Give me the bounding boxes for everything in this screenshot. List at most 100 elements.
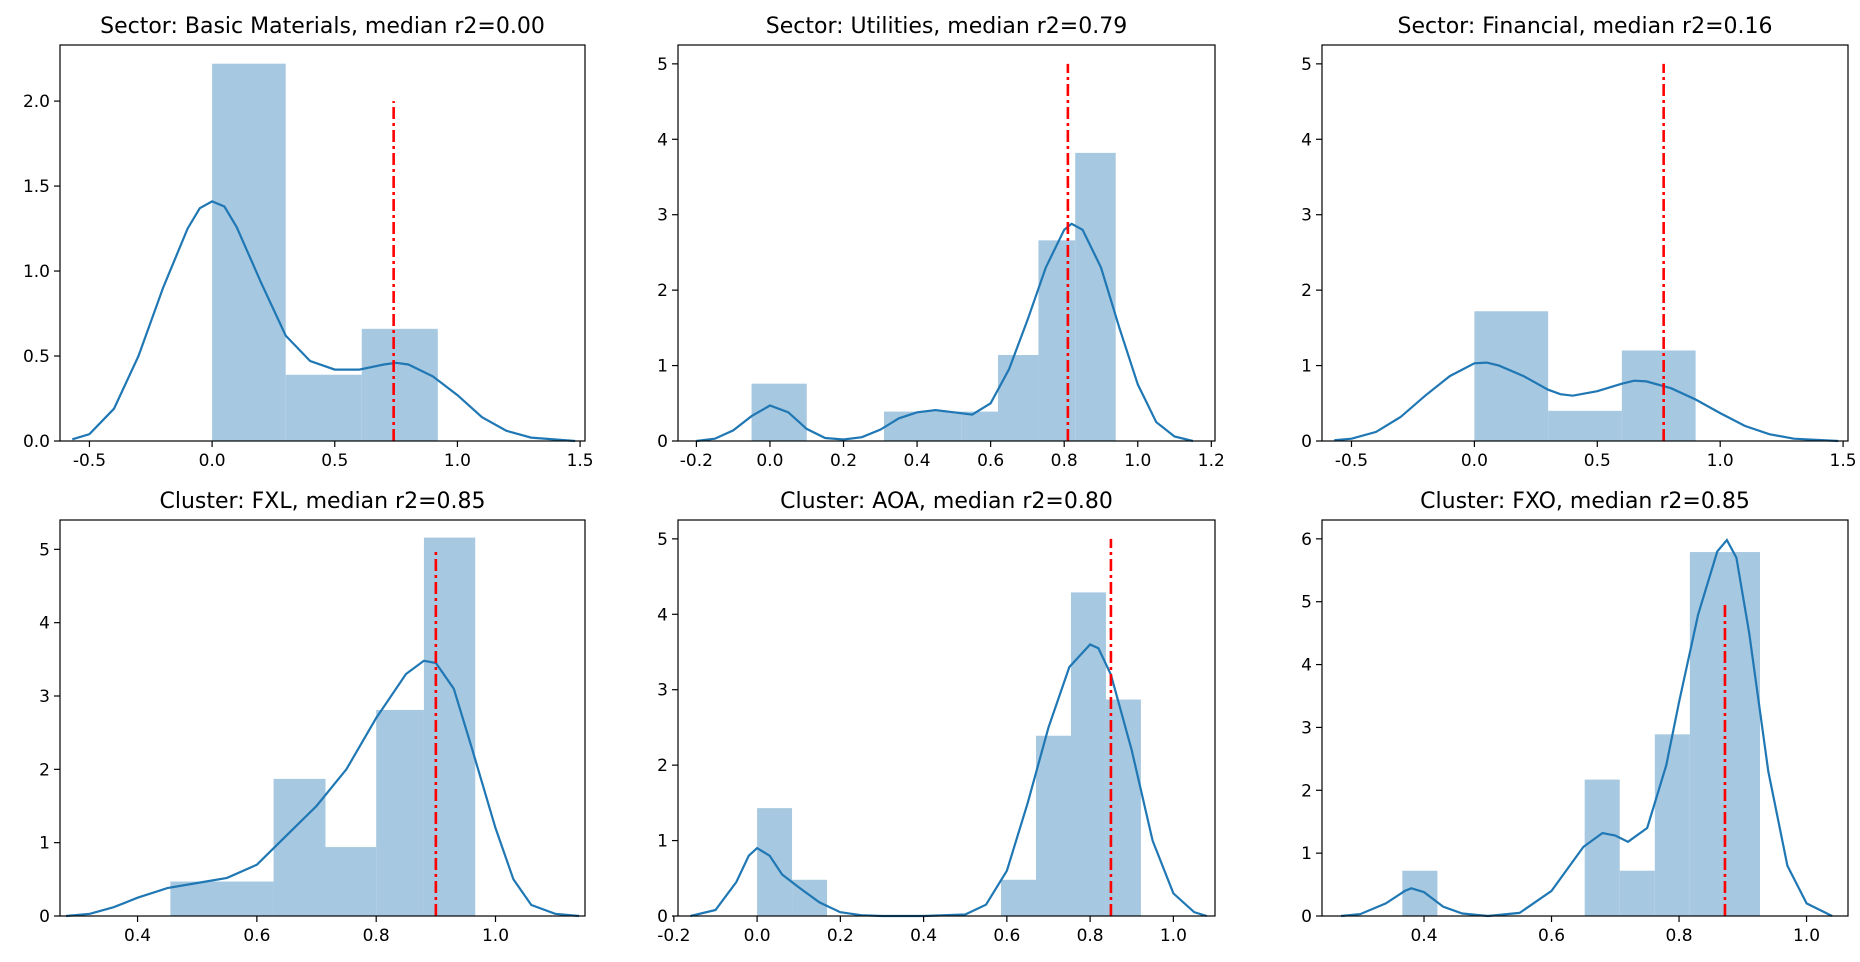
axes-frame [59, 44, 586, 442]
y-tick-label: 0 [657, 907, 668, 927]
y-tick-label: 2 [39, 760, 50, 780]
x-tick-label: -0.5 [1335, 451, 1368, 471]
y-tick-label: 3 [1301, 718, 1312, 738]
subplot-1: Sector: Basic Materials, median r2=0.00 -… [23, 14, 594, 471]
y-tick-label: 0 [1301, 432, 1312, 452]
x-tick-label: 0.6 [977, 451, 1004, 471]
kde-line [1334, 361, 1839, 443]
histogram-bar [1619, 870, 1655, 916]
x-tick-label: 0.8 [1666, 926, 1693, 946]
histogram-bar [361, 328, 438, 441]
x-tick-label: 0.0 [744, 926, 771, 946]
y-tick-label: 2.0 [23, 92, 50, 112]
y-tick-label: 5 [1301, 55, 1312, 75]
kde-line [1340, 538, 1833, 918]
y-tick-label: 1 [1301, 357, 1312, 377]
histogram-bar [1036, 735, 1071, 916]
histogram-bar [1584, 779, 1620, 916]
x-tick-label: 0.4 [124, 926, 151, 946]
histogram-bar [285, 374, 362, 441]
subplot-title: Cluster: AOA, median r2=0.80 [780, 489, 1113, 514]
y-tick-label: 3 [39, 687, 50, 707]
histogram-bar [1070, 592, 1106, 916]
y-tick-label: 1 [657, 832, 668, 852]
axes-frame [1321, 44, 1849, 442]
y-tick-label: 4 [1301, 656, 1312, 676]
x-tick-label: 0.0 [1461, 451, 1488, 471]
y-tick-label: 1 [39, 834, 50, 854]
x-tick-label: 1.0 [1707, 451, 1734, 471]
x-tick-label: 1.0 [1124, 451, 1151, 471]
y-tick-label: 0.0 [23, 432, 50, 452]
subplot-5: Cluster: AOA, median r2=0.80 -0.2 0.0 0.2 0.… [657, 489, 1216, 946]
histogram-bar [961, 411, 998, 441]
x-tick-label: -0.5 [73, 451, 106, 471]
y-tick-label: 0 [39, 907, 50, 927]
x-tick-label: 1.5 [567, 451, 594, 471]
histogram-bar [1402, 870, 1438, 916]
x-tick-label: 0.8 [1051, 451, 1078, 471]
y-tick-label: 2 [1301, 781, 1312, 801]
axes-frame [677, 519, 1216, 917]
x-tick-label: -0.2 [680, 451, 713, 471]
subplot-title: Sector: Financial, median r2=0.16 [1398, 14, 1773, 39]
x-tick-label: 0.2 [827, 926, 854, 946]
y-tick-label: 0 [657, 432, 668, 452]
y-tick-label: 5 [657, 55, 668, 75]
subplot-title: Cluster: FXO, median r2=0.85 [1420, 489, 1750, 514]
histogram-bar [1654, 734, 1690, 916]
y-tick-label: 4 [39, 614, 50, 634]
x-tick-label: 0.4 [904, 451, 931, 471]
subplot-4: Cluster: FXL, median r2=0.85 0.4 0.6 0.8 1.0… [39, 489, 586, 946]
x-tick-label: 1.0 [482, 926, 509, 946]
y-tick-label: 3 [1301, 206, 1312, 226]
x-tick-label: 0.0 [199, 451, 226, 471]
y-tick-label: 4 [657, 605, 668, 625]
subplot-title: Cluster: FXL, median r2=0.85 [160, 489, 486, 514]
x-tick-label: 0.6 [1538, 926, 1565, 946]
x-tick-label: 1.0 [1160, 926, 1187, 946]
y-tick-label: 2 [1301, 281, 1312, 301]
histogram-bar [1548, 410, 1622, 441]
x-tick-label: 1.0 [1793, 926, 1820, 946]
x-tick-label: 0.8 [363, 926, 390, 946]
x-tick-label: 0.0 [756, 451, 783, 471]
x-tick-label: 0.8 [1077, 926, 1104, 946]
x-tick-label: -0.2 [657, 926, 690, 946]
y-tick-label: 5 [1301, 593, 1312, 613]
x-tick-label: 0.2 [830, 451, 857, 471]
histogram-bar [997, 355, 1039, 441]
histogram-bar [170, 881, 274, 916]
x-tick-label: 0.6 [993, 926, 1020, 946]
histogram-bar [376, 709, 424, 916]
y-tick-label: 0 [1301, 907, 1312, 927]
x-tick-label: 0.4 [910, 926, 937, 946]
x-tick-label: 1.5 [1830, 451, 1857, 471]
subplot-3: Sector: Financial, median r2=0.16 -0.5 0.0… [1301, 14, 1856, 471]
y-tick-label: 4 [1301, 130, 1312, 150]
histogram-bar [1001, 879, 1036, 916]
y-tick-label: 1.5 [23, 177, 50, 197]
y-tick-label: 5 [657, 530, 668, 550]
kde-line [690, 643, 1208, 918]
x-tick-label: 0.5 [1584, 451, 1611, 471]
axes-frame [677, 44, 1216, 442]
histogram-bar [751, 383, 807, 441]
x-tick-label: 0.4 [1410, 926, 1437, 946]
histogram-bar [325, 847, 377, 916]
subplot-2: Sector: Utilities, median r2=0.79 -0.2 0.0… [657, 14, 1225, 471]
subplot-6: Cluster: FXO, median r2=0.85 0.4 0.6 0.8 1.0… [1301, 489, 1849, 946]
kde-line [71, 200, 576, 443]
x-tick-label: 0.5 [321, 451, 348, 471]
y-tick-label: 4 [657, 130, 668, 150]
y-tick-label: 6 [1301, 530, 1312, 550]
subplot-title: Sector: Basic Materials, median r2=0.00 [100, 14, 545, 39]
y-tick-label: 2 [657, 756, 668, 776]
histogram-bar [423, 537, 476, 916]
histogram-bar [883, 411, 962, 441]
histogram-bar [1621, 350, 1696, 441]
x-tick-label: 1.2 [1198, 451, 1225, 471]
axes-frame [59, 519, 586, 917]
y-tick-label: 3 [657, 681, 668, 701]
